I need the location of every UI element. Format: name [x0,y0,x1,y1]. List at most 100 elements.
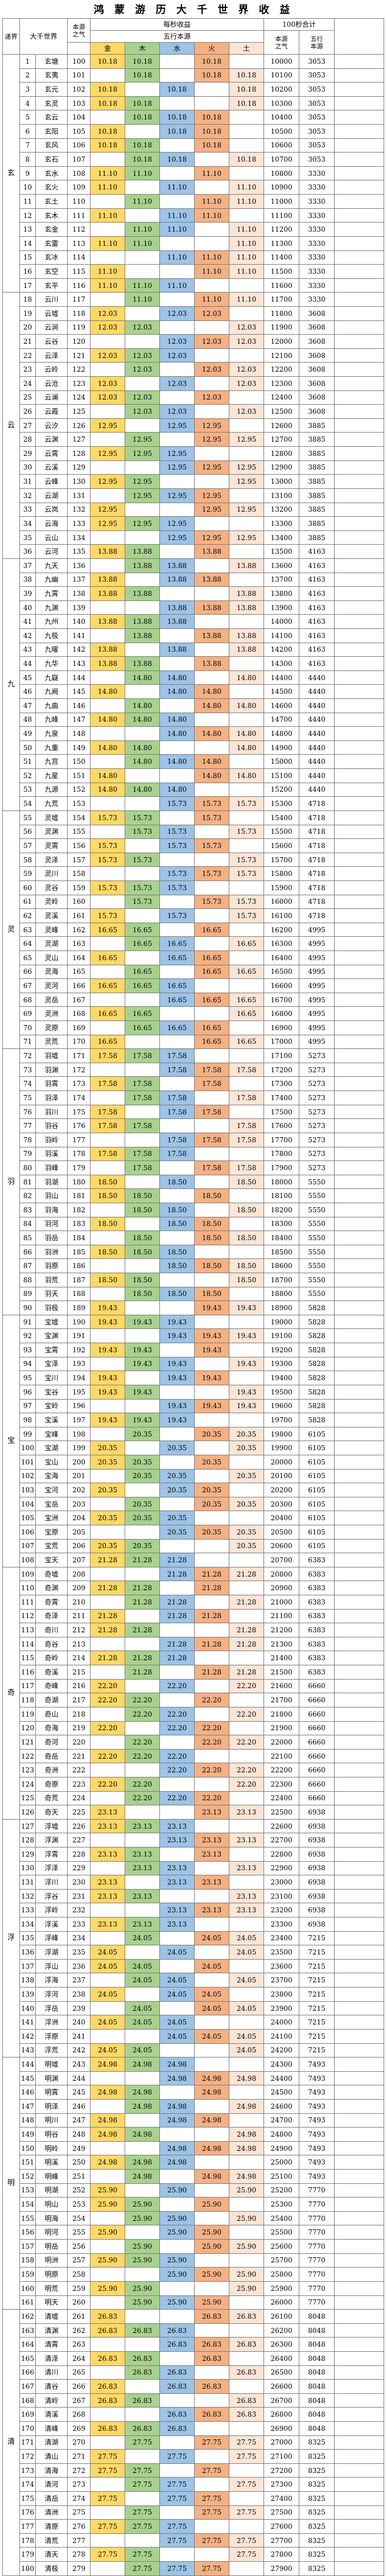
world-name: 云涧 [35,320,68,335]
base-qi: 182 [67,1202,91,1217]
table-row: 123 奇洲 222 22.20 22.20 22.20 22200 6660 [3,1763,385,1777]
element-water-value [159,1847,195,1862]
world-name: 灵原 [35,1020,68,1035]
row-index: 178 [19,2533,36,2548]
element-fire-value: 12.03 [194,334,230,349]
element-gold-value [90,1286,126,1302]
row-index: 108 [19,1553,36,1567]
row-spacer [334,782,385,797]
element-fire-value [194,1538,230,1554]
table-row: 7 玄风 106 10.18 10.18 10.18 10600 3053 [3,138,385,153]
element-gold-value [90,2365,126,2380]
element-water-value: 14.80 [159,782,195,797]
element-wood-value: 17.58 [125,1091,160,1105]
element-wood-value: 17.58 [125,1118,160,1133]
element-gold-value: 12.03 [90,390,126,405]
element-wood-value [125,502,160,517]
element-fire-header: 火 [194,42,230,55]
world-name: 奇墟 [35,1566,68,1582]
element-gold-value: 27.75 [90,2463,126,2478]
total-five-label: 五行 [310,35,323,43]
row-index: 68 [19,992,36,1007]
table-row: 54 九荒 153 15.73 15.73 15.73 15300 4718 [3,796,385,811]
total-five-element: 4995 [299,922,335,937]
row-spacer [334,656,385,671]
total-base-qi: 14800 [264,726,300,741]
element-fire-value [194,82,230,97]
element-fire-value [194,586,230,601]
total-base-qi: 26400 [264,2351,300,2366]
element-gold-value: 24.98 [90,2127,126,2142]
total-five-element: 6383 [299,1623,335,1637]
total-base-qi: 22500 [264,1805,300,1820]
element-wood-value: 27.75 [125,2547,160,2562]
world-name: 宝荒 [35,1538,68,1554]
element-water-value: 12.03 [159,348,195,363]
total-five-element: 7493 [299,2155,335,2170]
base-qi: 258 [67,2267,91,2282]
element-fire-value [194,1384,230,1400]
element-earth-value: 16.65 [229,1034,265,1050]
world-name: 浮谷 [35,1888,68,1904]
row-index: 38 [19,572,36,587]
total-base-qi: 25700 [264,2253,300,2268]
element-fire-value: 10.18 [194,124,230,139]
element-earth-value: 23.13 [229,1805,265,1820]
table-row: 42 九极 141 13.88 13.88 13.88 14100 4163 [3,628,385,643]
element-earth-value: 15.73 [229,852,265,867]
element-wood-value: 24.05 [125,2001,160,2016]
row-index: 97 [19,1398,36,1414]
row-spacer [334,1861,385,1876]
element-gold-value: 24.05 [90,2043,126,2058]
total-base-qi: 24700 [264,2113,300,2128]
base-qi: 108 [67,166,91,181]
element-earth-value: 25.90 [229,2267,265,2282]
row-index: 50 [19,740,36,755]
row-index: 157 [19,2239,36,2254]
row-spacer [334,964,385,980]
element-fire-value: 14.80 [194,768,230,783]
element-wood-value [125,2449,160,2464]
element-fire-value [194,2365,230,2380]
element-fire-value [194,1118,230,1133]
earnings-table: 递界 大千世界 本源 之气 每秒收益 100秒合计 五行本源 本源 之气 五行 [2,18,385,2576]
element-water-value: 18.50 [159,1258,195,1274]
element-water-value: 24.05 [159,1973,195,1988]
element-earth-value: 21.28 [229,1623,265,1637]
world-name: 清墟 [35,2309,68,2324]
element-earth-value: 15.73 [229,824,265,840]
element-earth-value [229,110,265,125]
element-fire-value [194,180,230,195]
element-water-value [159,1776,195,1792]
element-earth-value: 14.80 [229,670,265,685]
element-gold-value [90,1091,126,1105]
world-name: 云泽 [35,348,68,363]
total-five-element: 7215 [299,1987,335,2002]
total-five-element: 3053 [299,110,335,125]
row-index: 147 [19,2098,36,2114]
element-wood-value: 15.73 [125,880,160,895]
element-gold-value [90,992,126,1007]
base-qi: 116 [67,278,91,293]
row-index: 93 [19,1343,36,1357]
table-row: 68 灵岳 167 16.65 16.65 16.65 16700 4995 [3,992,385,1007]
element-earth-value [229,754,265,769]
table-row: 62 灵溪 161 15.73 15.73 15.73 16100 4718 [3,908,385,923]
element-earth-value: 27.75 [229,2547,265,2562]
element-earth-value [229,446,265,461]
total-base-qi: 17700 [264,1132,300,1147]
total-base-qi: 20000 [264,1454,300,1470]
element-wood-value: 16.65 [125,1020,160,1035]
total-header: 100秒合计 [264,18,335,31]
element-fire-value: 21.28 [194,1608,230,1624]
row-spacer [334,2281,385,2296]
element-gold-value: 27.75 [90,2519,126,2534]
element-gold-value [90,2267,126,2282]
element-gold-value [90,2028,126,2044]
total-five-element: 8325 [299,2547,335,2562]
world-name: 明岭 [35,2141,68,2156]
element-gold-value: 21.28 [90,1651,126,1666]
row-spacer [334,740,385,755]
total-base-qi: 21300 [264,1636,300,1652]
row-spacer [334,558,385,573]
